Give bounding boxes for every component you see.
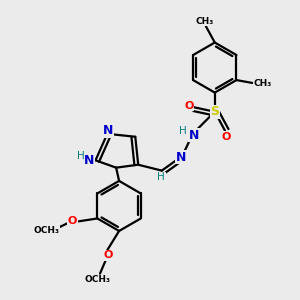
Text: O: O — [184, 101, 194, 111]
Text: N: N — [176, 151, 186, 164]
Text: OCH₃: OCH₃ — [85, 275, 111, 284]
Text: H: H — [77, 151, 85, 161]
Text: O: O — [222, 132, 231, 142]
Text: H: H — [157, 172, 165, 182]
Text: O: O — [68, 216, 77, 226]
Text: OCH₃: OCH₃ — [34, 226, 60, 235]
Text: CH₃: CH₃ — [253, 79, 272, 88]
Text: O: O — [103, 250, 112, 260]
Text: H: H — [179, 126, 187, 136]
Text: N: N — [189, 129, 200, 142]
Text: N: N — [84, 154, 94, 167]
Text: CH₃: CH₃ — [195, 17, 214, 26]
Text: N: N — [103, 124, 113, 137]
Text: S: S — [210, 105, 219, 118]
